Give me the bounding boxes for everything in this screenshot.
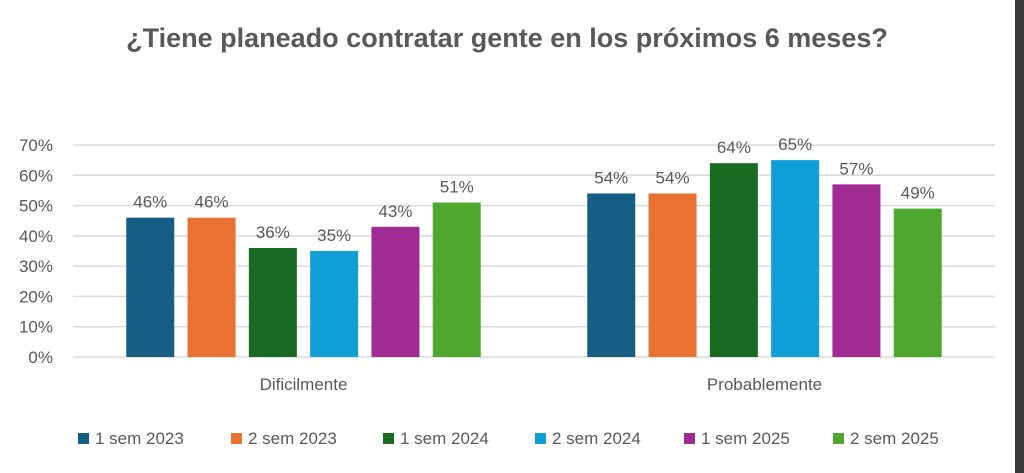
data-label: 51% (440, 178, 474, 197)
data-label: 46% (195, 193, 229, 212)
bar (771, 160, 820, 357)
bar (310, 251, 359, 357)
y-tick-label: 50% (19, 197, 53, 216)
legend-label: 2 sem 2025 (850, 429, 939, 448)
bar (893, 208, 942, 357)
x-category-label: Dificilmente (260, 375, 348, 394)
legend-swatch (535, 433, 546, 444)
legend-label: 1 sem 2025 (701, 429, 790, 448)
bar (648, 193, 697, 357)
bar (709, 163, 758, 357)
chart-title: ¿Tiene planeado contratar gente en los p… (126, 23, 888, 53)
data-label: 43% (378, 202, 412, 221)
legend-label: 1 sem 2024 (400, 429, 489, 448)
bar (587, 193, 636, 357)
legend-swatch (78, 433, 89, 444)
legend-swatch (684, 433, 695, 444)
legend-label: 2 sem 2023 (248, 429, 337, 448)
legend-swatch (383, 433, 394, 444)
y-tick-label: 60% (19, 166, 53, 185)
data-label: 54% (594, 168, 628, 187)
data-label: 64% (717, 138, 751, 157)
data-label: 57% (839, 159, 873, 178)
data-label: 36% (256, 223, 290, 242)
y-tick-label: 40% (19, 227, 53, 246)
legend-label: 1 sem 2023 (95, 429, 184, 448)
legend-label: 2 sem 2024 (552, 429, 641, 448)
x-category-label: Probablemente (707, 375, 822, 394)
window-edge (1015, 0, 1024, 473)
data-label: 54% (656, 168, 690, 187)
bar (832, 184, 881, 357)
bar (371, 226, 420, 357)
data-label: 65% (778, 135, 812, 154)
bar (248, 247, 297, 357)
y-tick-label: 10% (19, 318, 53, 337)
data-label: 46% (133, 193, 167, 212)
bar (432, 202, 481, 357)
bar (126, 217, 175, 357)
y-tick-label: 0% (28, 348, 53, 367)
y-tick-label: 30% (19, 257, 53, 276)
legend-swatch (231, 433, 242, 444)
bar (187, 217, 236, 357)
data-label: 35% (317, 226, 351, 245)
legend-swatch (833, 433, 844, 444)
y-tick-label: 70% (19, 136, 53, 155)
data-label: 49% (901, 184, 935, 203)
y-tick-label: 20% (19, 287, 53, 306)
